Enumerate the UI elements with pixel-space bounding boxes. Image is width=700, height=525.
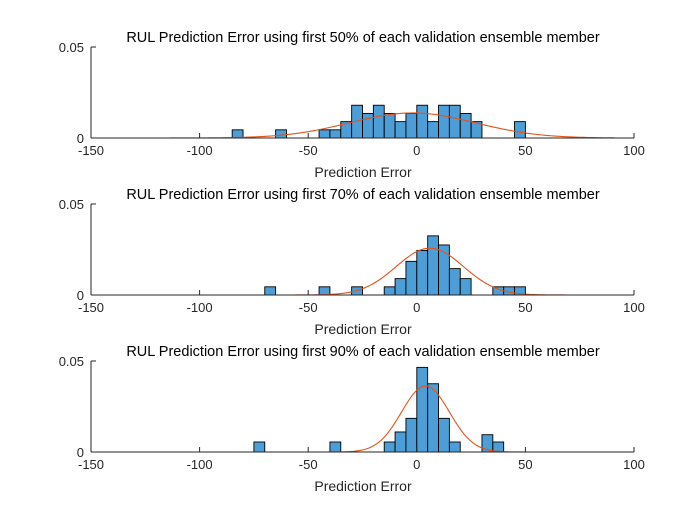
histogram-bar <box>427 383 439 453</box>
x-tick-label: 100 <box>623 143 645 158</box>
x-axis-label-2: Prediction Error <box>314 321 412 337</box>
histogram-bar <box>372 104 385 139</box>
x-tick-label: 50 <box>518 300 532 315</box>
x-tick-label: 50 <box>518 143 532 158</box>
x-tick-label: 0 <box>413 457 420 472</box>
chart-title-3: RUL Prediction Error using first 90% of … <box>126 344 600 360</box>
histogram-panel-2: RUL Prediction Error using first 70% of … <box>59 187 645 337</box>
histogram-bar <box>329 441 342 453</box>
histogram-bar <box>383 112 396 139</box>
x-tick-label: 0 <box>413 143 420 158</box>
histogram-bar <box>448 441 461 453</box>
histogram-bar <box>394 121 407 139</box>
axes-1: -150 -100 -50 0 50 100 0 0.05 <box>59 40 645 158</box>
x-tick-label: -150 <box>78 457 104 472</box>
histogram-bar <box>329 129 342 139</box>
histogram-bar <box>416 104 429 139</box>
histogram-bar <box>253 441 266 453</box>
histogram-bar <box>427 121 439 139</box>
y-tick-label: 0.05 <box>59 354 84 369</box>
histogram-bar <box>514 121 526 139</box>
histogram-bar <box>448 104 461 139</box>
histogram-bar <box>459 112 472 139</box>
x-tick-label: 50 <box>518 457 532 472</box>
histogram-bar <box>318 129 331 139</box>
x-tick-label: -50 <box>299 300 318 315</box>
x-axis-label-1: Prediction Error <box>314 164 412 180</box>
y-tick-label: 0 <box>77 131 84 146</box>
bars-1 <box>231 104 526 139</box>
axes-3: -150 -100 -50 0 50 100 0 0.05 <box>59 354 645 472</box>
histogram-bar <box>383 286 396 296</box>
histogram-bar <box>416 249 429 296</box>
x-tick-label: 100 <box>623 300 645 315</box>
x-tick-label: 100 <box>623 457 645 472</box>
histogram-bar <box>394 278 407 296</box>
histogram-bar <box>405 417 418 453</box>
histogram-bar <box>394 431 407 453</box>
x-tick-label: -50 <box>299 457 318 472</box>
x-tick-label: -150 <box>78 300 104 315</box>
histogram-bar <box>362 112 374 139</box>
histogram-bar <box>416 366 429 453</box>
histogram-bar <box>405 260 418 296</box>
histogram-bar <box>231 129 244 139</box>
chart-title-2: RUL Prediction Error using first 70% of … <box>126 187 600 203</box>
x-axis-label-3: Prediction Error <box>314 478 412 494</box>
y-tick-label: 0.05 <box>59 197 84 212</box>
x-tick-label: -100 <box>187 300 213 315</box>
y-tick-label: 0.05 <box>59 40 84 55</box>
histogram-bar <box>275 129 287 139</box>
y-tick-label: 0 <box>77 445 84 460</box>
x-tick-label: -150 <box>78 143 104 158</box>
y-tick-label: 0 <box>77 288 84 303</box>
histogram-bar <box>438 104 450 139</box>
histogram-bar <box>438 417 450 453</box>
histogram-bar <box>427 235 439 296</box>
x-tick-label: -100 <box>187 457 213 472</box>
histogram-bar <box>405 112 418 139</box>
axes-2: -150 -100 -50 0 50 100 0 0.05 <box>59 197 645 315</box>
x-tick-label: -100 <box>187 143 213 158</box>
chart-title-1: RUL Prediction Error using first 50% of … <box>126 30 600 46</box>
histogram-panel-1: RUL Prediction Error using first 50% of … <box>59 30 645 180</box>
histogram-bar <box>318 286 331 296</box>
x-tick-label: -50 <box>299 143 318 158</box>
histogram-bar <box>383 441 396 453</box>
histogram-panel-3: RUL Prediction Error using first 90% of … <box>59 344 645 494</box>
histogram-bar <box>459 278 472 296</box>
histogram-bar <box>264 286 277 296</box>
x-tick-label: 0 <box>413 300 420 315</box>
histogram-bar <box>448 268 461 296</box>
